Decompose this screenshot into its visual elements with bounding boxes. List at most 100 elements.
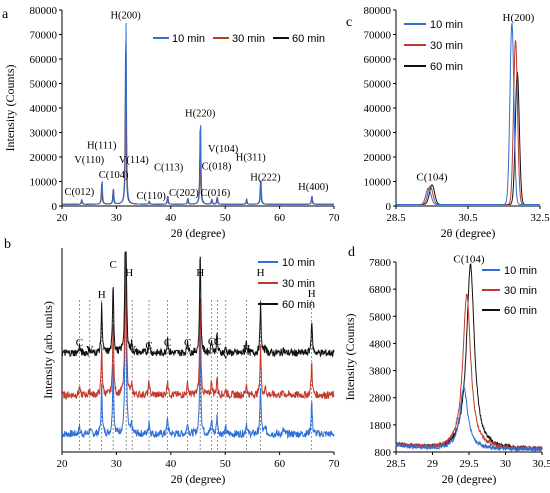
peak-annotation: C(012)	[65, 187, 95, 198]
panel-a: 20 30 40 50 60 70 0 10000 20000 30000 40000 50000 60…	[3, 5, 340, 240]
phase-marker: C	[76, 337, 83, 349]
phase-marker: V	[128, 344, 136, 356]
phase-marker: H	[242, 343, 250, 355]
x-tick-label: 30.5	[532, 458, 550, 470]
series-line-60-min	[62, 50, 334, 205]
legend-label: 10 min	[430, 19, 463, 31]
y-tick-label: 30000	[30, 128, 58, 140]
peak-annotation: H(200)	[503, 12, 535, 24]
series-line-30-min	[61, 251, 335, 401]
peak-annotation: C(104)	[416, 171, 448, 183]
peak-annotation: C(202)	[169, 188, 199, 199]
x-tick-label: 50	[220, 458, 232, 470]
peak-annotation: C(110)	[137, 191, 167, 202]
y-tick-label: 30000	[364, 128, 392, 140]
peak-annotation: H(222)	[250, 172, 281, 183]
panel-label-b: b	[4, 237, 11, 252]
y-tick-label: 50000	[30, 79, 58, 91]
y-tick-label: 4800	[369, 338, 392, 350]
phase-marker: C	[184, 337, 191, 349]
phase-marker: C	[164, 337, 171, 349]
legend-label: 10 min	[172, 33, 205, 45]
peak-annotation: V(104)	[208, 144, 239, 155]
phase-marker: H	[257, 267, 265, 279]
y-tick-label: 40000	[30, 103, 58, 115]
peak-annotation: C(018)	[202, 161, 232, 172]
y-axis-title: Intensity (Counts)	[343, 314, 357, 401]
series-line-10-min	[61, 251, 335, 440]
x-tick-label: 60	[274, 458, 286, 470]
peak-annotation: V(110)	[74, 155, 104, 166]
x-tick-label: 29.5	[459, 458, 479, 470]
phase-marker: C	[145, 340, 152, 352]
y-tick-label: 70000	[30, 30, 58, 42]
y-axis-title: Intensity (arb. units)	[41, 301, 55, 399]
peak-annotation: C(016)	[201, 188, 231, 199]
y-tick-label: 10000	[364, 177, 392, 189]
x-axis-title: 2θ (degree)	[171, 226, 226, 240]
y-tick-label: 3800	[369, 366, 392, 378]
x-tick-label: 28.5	[386, 212, 406, 224]
y-tick-label: 7800	[369, 257, 392, 269]
peak-annotation: H(400)	[298, 182, 329, 193]
phase-marker: H	[125, 267, 133, 279]
y-tick-label: 50000	[364, 79, 392, 91]
legend-label: 10 min	[282, 257, 315, 269]
panel-label-c: c	[346, 15, 352, 30]
x-axis-title: 2θ (degree)	[171, 472, 226, 486]
x-tick-label: 28.5	[386, 458, 406, 470]
legend-label: 30 min	[282, 278, 315, 290]
x-tick-label: 32.5	[530, 212, 550, 224]
legend-label: 10 min	[504, 265, 537, 277]
x-tick-label: 70	[329, 458, 341, 470]
x-axis-title: 2θ (degree)	[441, 226, 496, 240]
x-tick-label: 20	[57, 458, 69, 470]
series-line-10-min	[395, 386, 543, 453]
y-tick-label: 1800	[369, 420, 392, 432]
peak-annotation: H(220)	[185, 109, 216, 120]
x-tick-label: 70	[329, 212, 341, 224]
x-tick-label: 29	[427, 458, 439, 470]
peak-annotation: C(104)	[453, 254, 485, 266]
y-tick-label: 800	[375, 447, 392, 459]
y-tick-label: 5800	[369, 311, 392, 323]
panel-c: 28.5 30.5 32.5 0 10000 20000 30000 40000 50000 60…	[364, 5, 550, 240]
legend-label: 60 min	[504, 305, 537, 317]
peak-annotation: H(200)	[110, 11, 141, 22]
x-tick-label: 30.5	[458, 212, 478, 224]
phase-marker: C	[214, 336, 221, 348]
phase-marker: C	[109, 259, 116, 271]
y-tick-label: 0	[52, 201, 58, 213]
peak-annotation: V(114)	[119, 155, 149, 166]
panel-label-a: a	[2, 7, 9, 22]
x-tick-label: 50	[220, 212, 232, 224]
panel-d: 28.5 29 29.5 30 30.5 800 1800 2800 3800 4800 5800 6…	[343, 254, 550, 486]
series-line-30-min	[395, 293, 543, 452]
y-tick-label: 20000	[30, 152, 58, 164]
series-line-60-min	[61, 251, 335, 358]
peak-annotation: H(311)	[236, 153, 266, 164]
x-tick-label: 20	[57, 212, 69, 224]
y-tick-label: 60000	[364, 54, 392, 66]
y-tick-label: 40000	[364, 103, 392, 115]
y-tick-label: 70000	[364, 30, 392, 42]
legend-label: 60 min	[292, 33, 325, 45]
x-tick-label: 30	[111, 458, 123, 470]
y-tick-label: 2800	[369, 393, 392, 405]
x-tick-label: 30	[500, 458, 512, 470]
y-tick-label: 6800	[369, 284, 392, 296]
panel-b: 20 30 40 50 60 70 2θ (degree) Intensity (arb. u…	[41, 248, 340, 486]
y-tick-label: 60000	[30, 54, 58, 66]
x-tick-label: 40	[165, 458, 177, 470]
y-tick-label: 80000	[364, 5, 392, 17]
panel-label-d: d	[348, 245, 355, 260]
y-tick-label: 20000	[364, 152, 392, 164]
peak-annotation: C(113)	[154, 162, 184, 173]
y-tick-label: 80000	[30, 5, 58, 17]
peak-annotation: C(104)	[99, 170, 129, 181]
phase-marker: V	[86, 344, 94, 356]
legend-label: 60 min	[282, 299, 315, 311]
x-tick-label: 30	[111, 212, 123, 224]
phase-marker: H	[98, 289, 106, 301]
